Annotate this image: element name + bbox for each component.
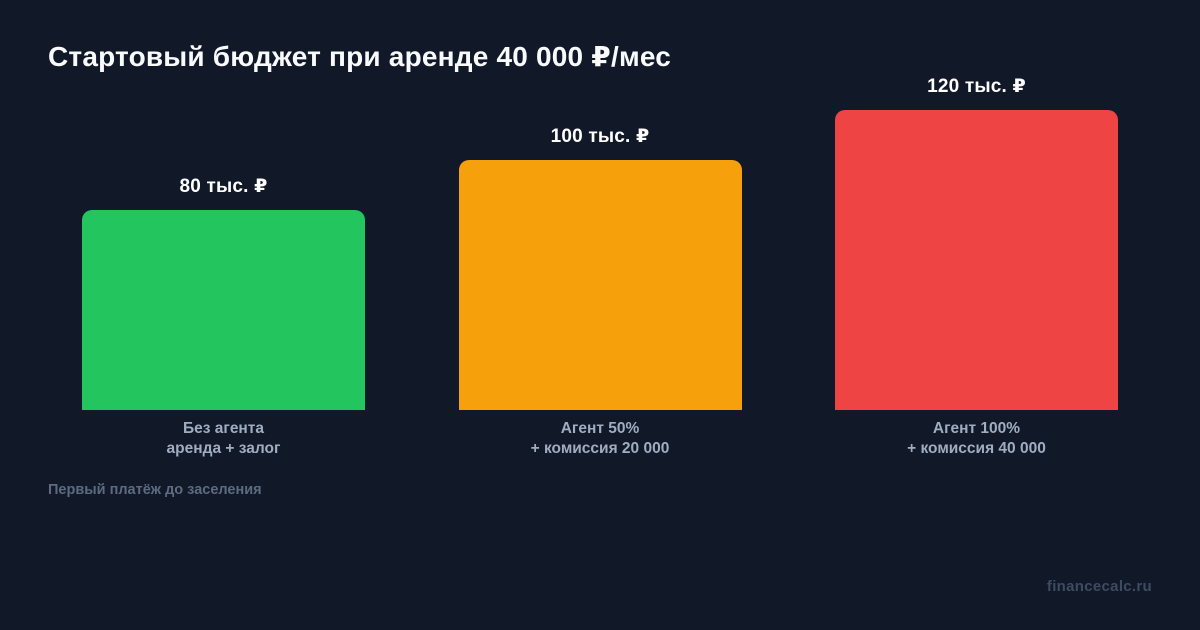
bar-chart: 80 тыс. ₽ Без агента аренда + залог 100 тыс… (82, 0, 1118, 470)
bar (835, 110, 1118, 410)
footnote: Первый платёж до заселения (48, 482, 262, 498)
bar-group: 100 тыс. ₽ Агент 50% + комиссия 20 000 (458, 125, 742, 470)
watermark: financecalc.ru (1046, 578, 1152, 595)
chart-title: Стартовый бюджет при аренде 40 000 ₽/мес (48, 41, 672, 72)
bar-category-line1: Агент 100% (932, 420, 1021, 437)
bar-value-label: 100 тыс. ₽ (550, 126, 650, 147)
bar-value-label: 120 тыс. ₽ (927, 76, 1026, 97)
bar (458, 160, 742, 410)
bar-category-line2: + комиссия 20 000 (530, 440, 670, 457)
bar-category-line1: Без агента (182, 420, 265, 437)
bar-group: 120 тыс. ₽ Агент 100% + комиссия 40 000 (835, 75, 1118, 470)
bar-category-label: Агент 100% + комиссия 40 000 (907, 410, 1046, 470)
bar-category-line1: Агент 50% (560, 420, 640, 437)
bar-category-label: Агент 50% + комиссия 20 000 (531, 410, 670, 470)
bar-group: 80 тыс. ₽ Без агента аренда + залог (82, 175, 365, 470)
bar-category-label: Без агента аренда + залог (167, 410, 281, 470)
bar (82, 210, 365, 410)
bar-category-line2: аренда + залог (166, 440, 281, 457)
bar-value-label: 80 тыс. ₽ (179, 176, 268, 197)
bar-category-line2: + комиссия 40 000 (907, 440, 1046, 457)
